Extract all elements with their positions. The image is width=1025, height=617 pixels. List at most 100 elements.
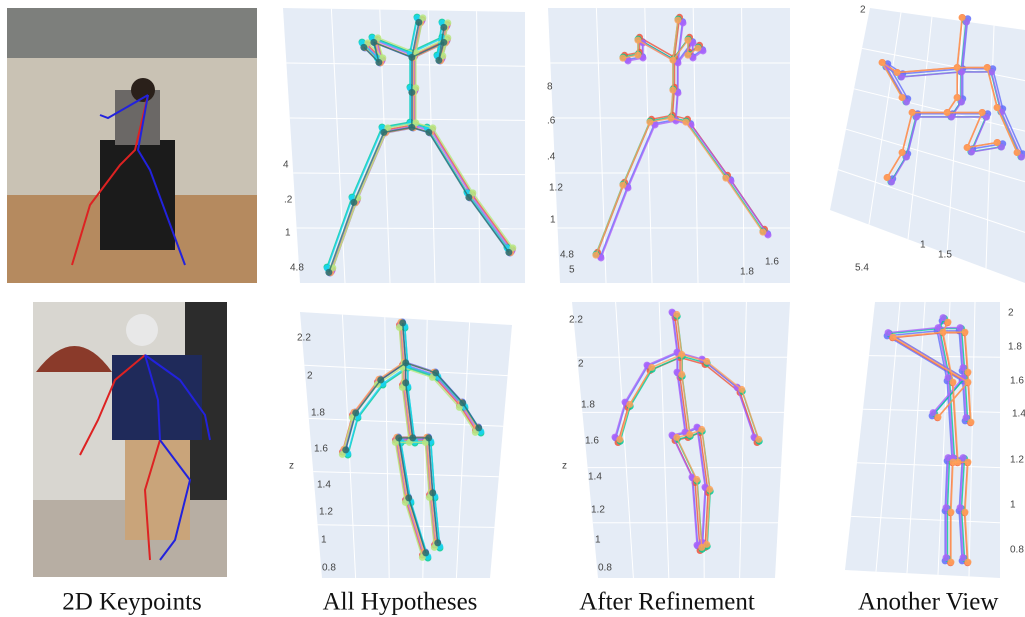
skeleton-joint (909, 109, 916, 116)
skeleton-joint (964, 379, 971, 386)
skeleton-joint (949, 459, 956, 466)
plot-panel: 2.221.81.6z1.41.210.8 (289, 312, 512, 578)
figure: 2D Keypoints All Hypotheses After Refine… (0, 0, 1025, 617)
skeleton-joint (678, 351, 685, 358)
tick-label: .6 (547, 116, 556, 127)
skeleton-joint (954, 94, 961, 101)
tick-label: 1.8 (581, 400, 595, 411)
skeleton-joint (475, 424, 482, 431)
tick-label: 1 (321, 535, 327, 546)
skeleton-joint (667, 115, 674, 122)
skeleton-joint (706, 486, 713, 493)
skeleton-joint (944, 109, 951, 116)
skeleton-joint (738, 386, 745, 393)
tick-label: 1.4 (317, 480, 331, 491)
skeleton-joint (947, 559, 954, 566)
tick-label: 1.6 (1010, 376, 1024, 387)
skeleton-joint (693, 476, 700, 483)
tick-label: 1 (920, 240, 926, 251)
skeleton-joint (964, 559, 971, 566)
skeleton-joint (434, 539, 441, 546)
tick-label: 1.2 (591, 505, 605, 516)
skeleton-joint (684, 52, 691, 59)
tick-label: 5 (569, 265, 575, 276)
tick-label: 2.2 (297, 333, 311, 344)
skeleton-joint (994, 104, 1001, 111)
tick-label: .4 (547, 152, 556, 163)
tick-label: 0.8 (598, 563, 612, 574)
skeleton-joint (694, 45, 701, 52)
tick-label: 4.8 (560, 250, 574, 261)
tick-label: 1.6 (314, 444, 328, 455)
tick-label: 1.2 (1010, 455, 1024, 466)
skeleton-joint (669, 87, 676, 94)
tick-label: z (289, 461, 294, 472)
skeleton-joint (722, 175, 729, 182)
skeleton-joint (648, 364, 655, 371)
skeleton-joint (395, 434, 402, 441)
photo-person (100, 140, 175, 250)
photo-top (7, 8, 257, 283)
tick-label: 4 (283, 160, 289, 171)
skeleton-joint (399, 319, 406, 326)
photo-ceiling (7, 8, 257, 58)
skeleton-joint (377, 376, 384, 383)
skeleton-joint (964, 459, 971, 466)
skeleton-joint (465, 194, 472, 201)
tick-label: 1 (595, 535, 601, 546)
skeleton-joint (682, 119, 689, 126)
skeleton-joint (459, 399, 466, 406)
skeleton-joint (949, 379, 956, 386)
skeleton-joint (405, 494, 412, 501)
skeleton-joint (673, 311, 680, 318)
tick-label: 1 (550, 215, 556, 226)
skeleton-joint (984, 64, 991, 71)
caption: 2D Keypoints (62, 589, 202, 616)
skeleton-joint (703, 358, 710, 365)
skeleton-joint (352, 409, 359, 416)
skeleton-joint (684, 37, 691, 44)
skeleton-joint (440, 39, 447, 46)
plot-panel: 211.55.4 (830, 5, 1025, 283)
skeleton-joint (686, 431, 693, 438)
tick-label: 2 (1008, 308, 1014, 319)
plot-background (548, 8, 790, 283)
photo-person (125, 440, 190, 540)
plot-panel: 2.221.81.6z1.41.210.8 (562, 302, 790, 578)
skeleton-joint (1014, 149, 1021, 156)
skeleton-joint (425, 129, 432, 136)
plot-panel: 8.6.41.214.851.81.6 (547, 8, 790, 283)
skeleton-joint (634, 37, 641, 44)
skeleton-joint (592, 252, 599, 259)
skeleton-joint (698, 426, 705, 433)
skeleton-joint (967, 419, 974, 426)
skeleton-joint (402, 379, 409, 386)
caption: After Refinement (579, 589, 755, 616)
skeleton-joint (626, 401, 633, 408)
tick-label: 8 (547, 82, 553, 93)
skeleton-joint (342, 446, 349, 453)
skeleton-joint (408, 124, 415, 131)
skeleton-joint (755, 436, 762, 443)
skeleton-joint (325, 269, 332, 276)
skeleton-joint (619, 182, 626, 189)
skeleton-joint (360, 44, 367, 51)
caption: All Hypotheses (323, 589, 478, 616)
photo-person (126, 314, 158, 346)
skeleton-joint (435, 57, 442, 64)
skeleton-joint (634, 52, 641, 59)
tick-label: 5.4 (855, 263, 869, 274)
skeleton-joint (964, 369, 971, 376)
skeleton-joint (425, 434, 432, 441)
skeleton-joint (964, 144, 971, 151)
skeleton-joint (673, 434, 680, 441)
skeleton-joint (947, 509, 954, 516)
skeleton-joint (375, 59, 382, 66)
tick-label: 1 (1010, 500, 1016, 511)
skeleton-joint (899, 149, 906, 156)
tick-label: z (562, 461, 567, 472)
skeleton-joint (429, 489, 436, 496)
tick-label: 1.5 (938, 250, 952, 261)
skeleton-joint (370, 39, 377, 46)
skeleton-joint (879, 59, 886, 66)
